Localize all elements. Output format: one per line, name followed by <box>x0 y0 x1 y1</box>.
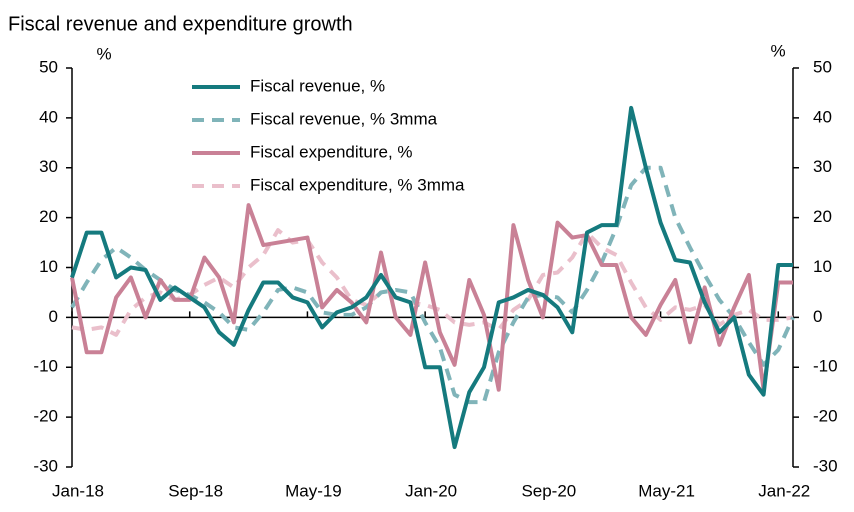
legend-label: Fiscal expenditure, % 3mma <box>250 175 465 194</box>
legend-label: Fiscal expenditure, % <box>250 142 413 161</box>
x-tick-label: Jan-20 <box>405 481 457 500</box>
y2-tick-label: -30 <box>813 456 838 475</box>
y2-tick-label: 30 <box>813 157 832 176</box>
y-tick-label: 30 <box>39 157 58 176</box>
x-tick-label: Jan-22 <box>758 481 810 500</box>
y2-tick-label: -10 <box>813 357 838 376</box>
legend-label: Fiscal revenue, % <box>250 76 385 95</box>
y-tick-label: 40 <box>39 107 58 126</box>
x-tick-label: Jan-18 <box>52 481 104 500</box>
y2-tick-label: 20 <box>813 207 832 226</box>
chart-title: Fiscal revenue and expenditure growth <box>8 13 353 35</box>
y2-tick-label: 40 <box>813 107 832 126</box>
y2-tick-label: -20 <box>813 407 838 426</box>
y-tick-label: 20 <box>39 207 58 226</box>
y-tick-label: 0 <box>49 307 58 326</box>
y-tick-label: 50 <box>39 57 58 76</box>
y2-tick-label: 0 <box>813 307 822 326</box>
x-tick-label: May-19 <box>285 481 342 500</box>
y-tick-label: -10 <box>33 357 58 376</box>
series-line <box>70 203 793 392</box>
y-tick-label: 10 <box>39 257 58 276</box>
y-tick-label: -30 <box>33 456 58 475</box>
y2-axis-label: % <box>770 41 785 60</box>
legend-label: Fiscal revenue, % 3mma <box>250 109 438 128</box>
x-tick-label: May-21 <box>638 481 695 500</box>
y2-tick-label: 50 <box>813 57 832 76</box>
x-tick-label: Sep-20 <box>521 481 576 500</box>
x-tick-label: Sep-18 <box>168 481 223 500</box>
y-axis-label: % <box>96 44 111 63</box>
series-line <box>70 105 793 450</box>
y-tick-label: -20 <box>33 407 58 426</box>
y2-tick-label: 10 <box>813 257 832 276</box>
